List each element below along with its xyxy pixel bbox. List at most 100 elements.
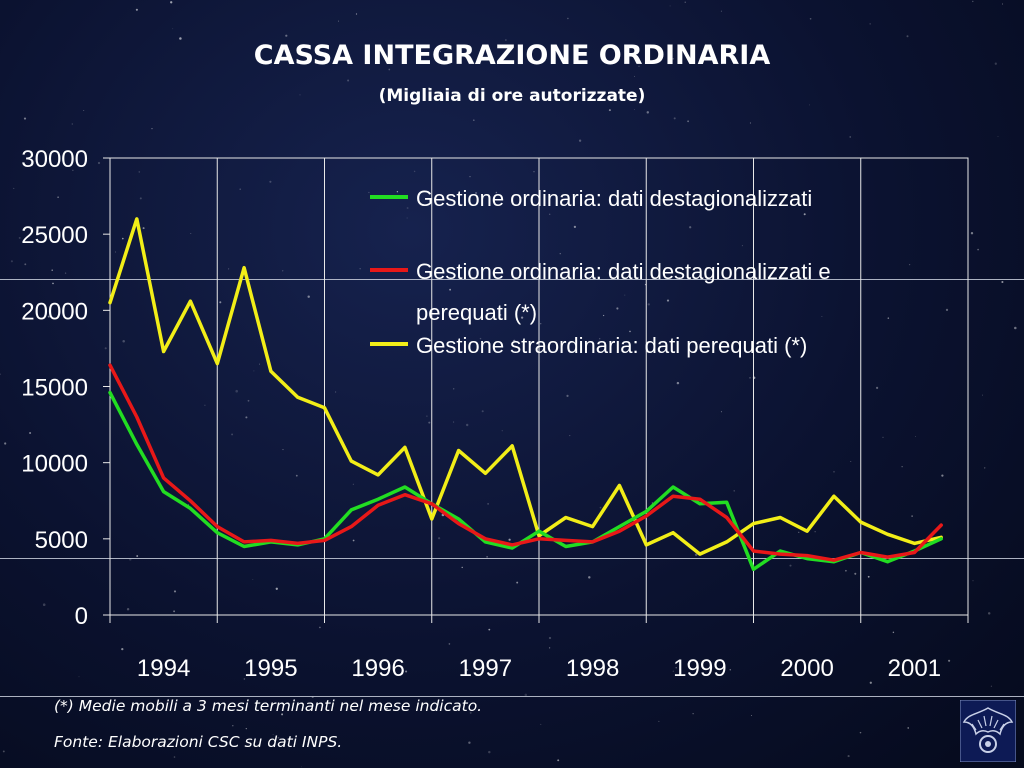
y-tick-label-0: 0 <box>75 603 88 630</box>
star <box>179 37 182 40</box>
star <box>749 122 751 124</box>
star <box>729 669 732 671</box>
star <box>281 713 284 716</box>
star <box>789 564 792 567</box>
star <box>501 430 503 432</box>
star <box>232 724 234 727</box>
star <box>228 268 230 270</box>
star <box>915 436 917 437</box>
star <box>172 28 174 30</box>
star <box>352 483 354 485</box>
star <box>599 338 601 340</box>
star <box>984 467 986 469</box>
y-tick-label-10000: 10000 <box>21 451 88 478</box>
star <box>83 109 85 112</box>
star <box>299 94 301 96</box>
star <box>997 135 999 138</box>
star <box>72 169 74 171</box>
star <box>142 227 145 230</box>
star <box>869 681 872 684</box>
star <box>720 411 722 413</box>
star <box>651 502 653 504</box>
star <box>972 580 974 582</box>
star <box>396 191 399 193</box>
star <box>295 474 298 477</box>
star <box>646 111 650 114</box>
star <box>808 104 811 106</box>
star <box>803 213 806 216</box>
star <box>911 515 913 517</box>
star <box>24 263 27 266</box>
star <box>533 171 535 173</box>
star <box>488 750 491 754</box>
star <box>875 386 879 390</box>
star <box>245 727 247 730</box>
star <box>559 253 561 255</box>
star <box>666 299 670 302</box>
star <box>0 373 1 376</box>
star <box>466 668 469 671</box>
star <box>1001 280 1004 284</box>
star <box>869 23 871 25</box>
star <box>97 161 101 165</box>
star <box>57 196 59 199</box>
star <box>524 693 528 697</box>
star <box>798 531 800 533</box>
star <box>139 197 142 200</box>
star <box>204 404 206 406</box>
x-tick-label-1996: 1996 <box>351 655 404 682</box>
x-tick-label-1995: 1995 <box>244 655 297 682</box>
y-tick-label-20000: 20000 <box>21 298 88 325</box>
star <box>448 643 451 645</box>
star <box>252 579 254 580</box>
star <box>859 731 862 734</box>
star <box>569 435 571 437</box>
star <box>821 316 823 317</box>
y-tick-label-15000: 15000 <box>21 375 88 402</box>
star <box>634 75 635 77</box>
star <box>676 381 680 385</box>
star <box>499 314 502 316</box>
star <box>239 188 241 190</box>
star <box>548 213 551 216</box>
star <box>809 17 812 20</box>
star <box>355 13 358 15</box>
star <box>368 191 370 194</box>
star <box>741 245 743 247</box>
star <box>481 410 484 413</box>
star <box>335 391 337 393</box>
footnote: (*) Medie mobili a 3 mesi terminanti nel… <box>54 697 483 715</box>
x-tick-label-1997: 1997 <box>459 655 512 682</box>
star <box>78 676 80 678</box>
star <box>406 207 409 209</box>
star <box>449 56 453 60</box>
star <box>469 176 471 178</box>
star <box>567 17 569 20</box>
chart-subtitle: (Migliaia di ore autorizzate) <box>378 86 646 106</box>
star <box>468 741 471 744</box>
star <box>219 301 222 304</box>
star <box>692 713 694 715</box>
star <box>814 531 816 533</box>
star <box>428 421 431 424</box>
star <box>941 474 944 477</box>
star <box>599 506 602 509</box>
star <box>578 139 582 142</box>
star <box>438 537 441 540</box>
confindustria-logo <box>960 700 1016 762</box>
star <box>173 610 176 613</box>
star <box>972 0 974 3</box>
star <box>359 268 361 270</box>
star <box>994 62 997 65</box>
star <box>945 308 949 312</box>
star <box>573 225 577 229</box>
star <box>602 314 605 317</box>
star <box>173 756 176 758</box>
star <box>990 685 993 687</box>
star <box>749 377 751 379</box>
star <box>987 612 991 615</box>
star <box>669 5 671 7</box>
star <box>469 711 472 714</box>
star <box>907 727 909 729</box>
